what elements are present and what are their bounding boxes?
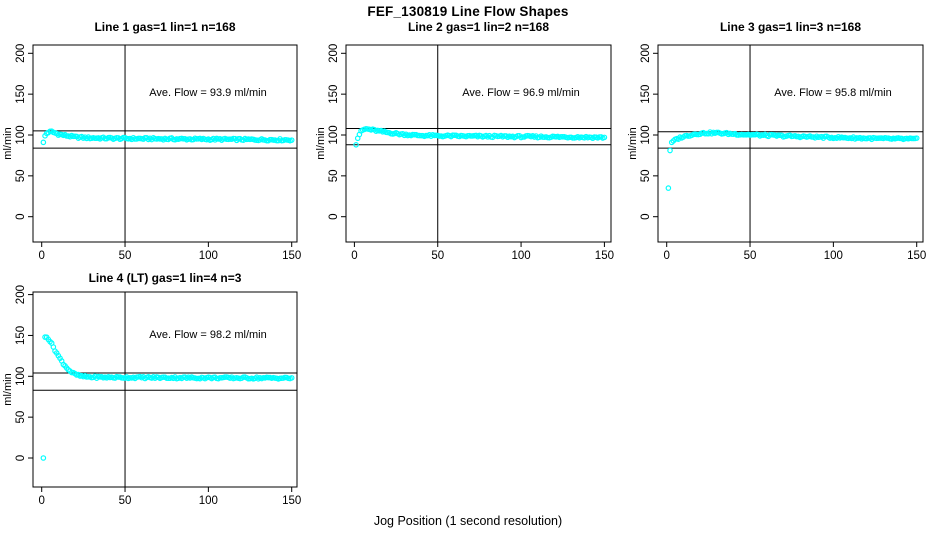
x-tick-label: 0 [663, 250, 669, 262]
panel-1-ave-flow-annotation: Ave. Flow = 93.9 ml/min [149, 87, 267, 99]
data-point [288, 375, 295, 381]
y-tick-label: 100 [15, 125, 27, 144]
y-tick-label: 200 [15, 44, 27, 63]
y-tick-label: 50 [15, 169, 27, 182]
y-tick-label: 100 [328, 125, 340, 144]
y-tick-label: 200 [328, 44, 340, 63]
y-axis-label: ml/min [627, 127, 639, 159]
figure-title: FEF_130819 Line Flow Shapes [367, 4, 569, 19]
y-tick-label: 0 [15, 213, 27, 219]
data-point [353, 142, 359, 148]
x-tick-label: 50 [744, 250, 757, 262]
y-tick-label: 150 [15, 326, 27, 345]
data-point [40, 139, 47, 146]
panel-3-title: Line 3 gas=1 lin=3 n=168 [719, 20, 862, 34]
x-tick-label: 0 [351, 250, 357, 262]
y-tick-label: 0 [15, 455, 27, 461]
y-axis-label: ml/min [2, 127, 14, 159]
x-tick-label: 100 [199, 250, 218, 262]
data-points [353, 125, 608, 148]
panel-4-ave-flow-annotation: Ave. Flow = 98.2 ml/min [149, 329, 267, 341]
data-point [40, 455, 47, 461]
y-tick-label: 150 [640, 85, 652, 104]
panel-2: 0 50 100 150 0 50 100 150 200 ml/min [315, 44, 614, 262]
y-tick-label: 200 [640, 44, 652, 63]
y-tick-label: 50 [640, 169, 652, 182]
data-points [40, 334, 295, 461]
x-tick-label: 150 [282, 495, 301, 507]
y-tick-label: 100 [15, 367, 27, 386]
y-tick-label: 50 [328, 169, 340, 182]
x-tick-label: 0 [38, 495, 44, 507]
panel-3-ave-flow-annotation: Ave. Flow = 95.8 ml/min [774, 87, 892, 99]
y-axis-label: ml/min [315, 127, 327, 159]
panel-3: 0 50 100 150 0 50 100 150 200 ml/min [627, 44, 926, 262]
y-tick-label: 0 [640, 213, 652, 219]
data-points [40, 128, 295, 146]
y-tick-label: 150 [15, 85, 27, 104]
y-tick-label: 100 [640, 125, 652, 144]
x-tick-label: 100 [824, 250, 843, 262]
plot-frame [345, 44, 612, 243]
panel-1: 0 50 100 150 0 50 100 150 200 ml/min [2, 44, 301, 262]
plot-frame [32, 44, 298, 243]
y-tick-label: 50 [15, 411, 27, 424]
x-tick-label: 100 [511, 250, 530, 262]
data-point [288, 137, 295, 143]
data-point [665, 185, 672, 191]
x-tick-label: 0 [38, 250, 44, 262]
x-tick-label: 50 [119, 250, 132, 262]
plot-frame [32, 291, 298, 488]
panel-4: 0 50 100 150 0 50 100 150 200 ml/min [2, 285, 301, 507]
data-point [601, 134, 608, 141]
x-tick-label: 150 [907, 250, 926, 262]
data-point [913, 135, 920, 141]
panel-2-ave-flow-annotation: Ave. Flow = 96.9 ml/min [462, 87, 580, 99]
x-axis-label: Jog Position (1 second resolution) [373, 514, 563, 528]
y-tick-label: 150 [328, 85, 340, 104]
x-tick-label: 150 [282, 250, 301, 262]
y-tick-label: 200 [15, 285, 27, 304]
x-tick-label: 50 [431, 250, 444, 262]
data-points [665, 129, 920, 191]
data-point [667, 147, 673, 154]
x-tick-label: 150 [595, 250, 614, 262]
panel-2-title: Line 2 gas=1 lin=2 n=168 [407, 20, 550, 34]
x-tick-label: 50 [119, 495, 132, 507]
panel-1-title: Line 1 gas=1 lin=1 n=168 [94, 20, 236, 34]
panel-4-title: Line 4 (LT) gas=1 lin=4 n=3 [88, 271, 242, 285]
y-axis-label: ml/min [2, 373, 14, 405]
x-tick-label: 100 [199, 495, 218, 507]
y-tick-label: 0 [328, 213, 340, 219]
plot-frame [657, 44, 924, 243]
